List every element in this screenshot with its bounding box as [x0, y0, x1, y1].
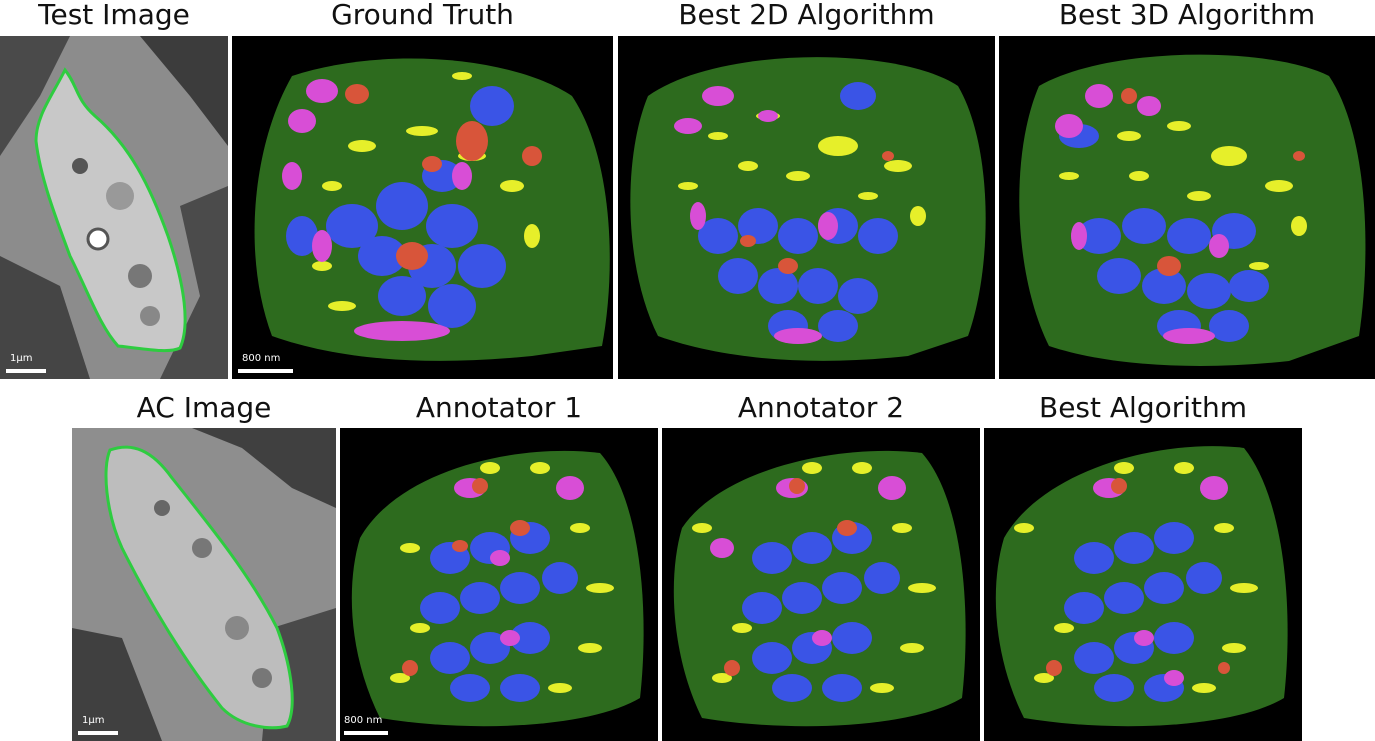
- cell-outline: [104, 445, 294, 730]
- scalebar-label: 800 nm: [242, 353, 281, 364]
- title-best-3d-algorithm: Best 3D Algorithm: [1058, 0, 1316, 31]
- best-3d-algorithm-panel: [999, 36, 1375, 379]
- title-best-2d-algorithm: Best 2D Algorithm: [678, 0, 935, 31]
- title-annotator-2: Annotator 2: [737, 391, 905, 424]
- annotator-1-panel: 800 nm: [340, 428, 658, 741]
- annotator-2-panel: [662, 428, 980, 741]
- title-test-image: Test Image: [38, 0, 190, 31]
- scalebar-label: 1µm: [10, 353, 33, 364]
- ac-image-panel: 1µm: [72, 428, 336, 741]
- title-ground-truth: Ground Truth: [331, 0, 514, 31]
- best-algorithm-panel: [984, 428, 1302, 741]
- ground-truth-panel: 800 nm: [232, 36, 613, 379]
- title-annotator-1: Annotator 1: [415, 391, 583, 424]
- scalebar-label: 800 nm: [344, 715, 383, 726]
- title-ac-image: AC Image: [136, 391, 272, 424]
- title-best-algorithm: Best Algorithm: [1038, 391, 1248, 424]
- best-2d-algorithm-panel: [618, 36, 995, 379]
- scalebar-label: 1µm: [82, 715, 105, 726]
- test-image-panel: 1µm: [0, 36, 228, 379]
